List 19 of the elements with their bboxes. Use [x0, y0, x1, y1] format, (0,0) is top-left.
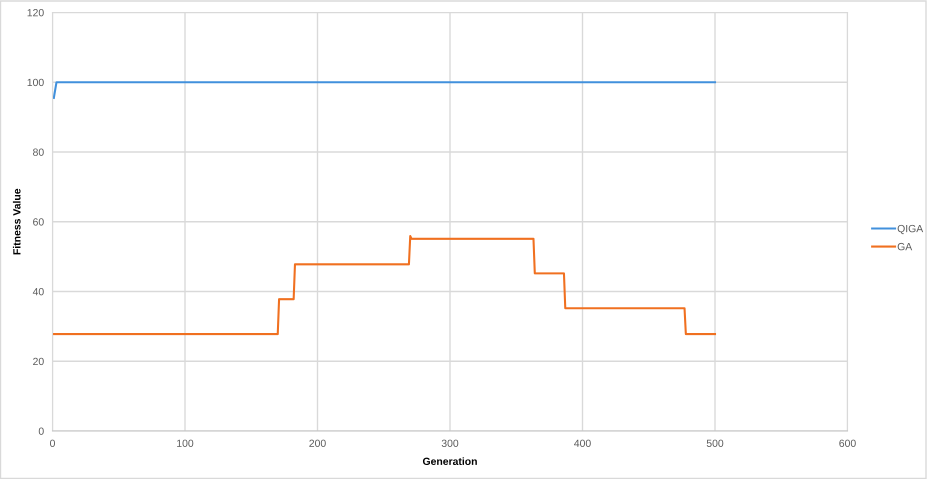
- y-tick-label: 120: [28, 9, 44, 16]
- y-tick-label: 0: [38, 428, 44, 435]
- x-axis-title: Generation: [422, 457, 477, 466]
- y-tick-label: 80: [33, 148, 44, 156]
- y-tick-label: 100: [28, 78, 44, 86]
- y-tick-label: 40: [32, 288, 44, 296]
- x-tick-label: 200: [309, 440, 326, 447]
- y-tick-label: 60: [33, 218, 44, 226]
- x-tick-label: 0: [50, 440, 55, 447]
- x-tick-label: 100: [177, 440, 194, 447]
- x-tick-label: 600: [839, 440, 856, 447]
- legend-label: GA: [898, 242, 912, 250]
- x-tick-label: 400: [574, 440, 591, 447]
- y-tick-label: 20: [33, 358, 44, 366]
- x-tick-label: 500: [706, 440, 724, 447]
- x-tick-label: 300: [442, 440, 458, 447]
- line-series: [52, 235, 716, 336]
- legend-label: QIGA: [898, 224, 924, 234]
- y-axis-title: Fitness Value: [12, 188, 21, 254]
